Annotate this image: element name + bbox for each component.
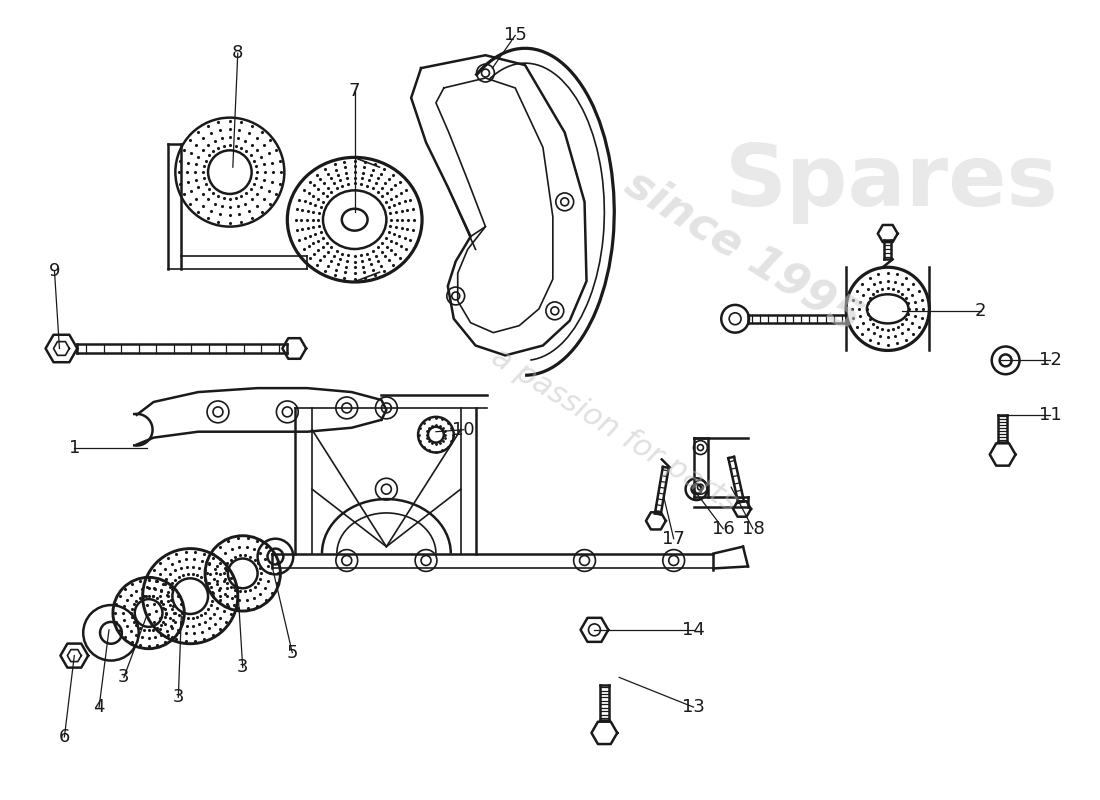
Text: 13: 13 [682, 698, 705, 716]
Text: 15: 15 [504, 26, 527, 45]
Text: 14: 14 [682, 621, 705, 639]
Text: Spares: Spares [725, 141, 1058, 223]
Text: 10: 10 [452, 421, 475, 438]
Text: 3: 3 [236, 658, 249, 677]
Text: 9: 9 [48, 262, 60, 280]
Text: 6: 6 [58, 728, 70, 746]
Text: 7: 7 [349, 82, 361, 100]
Text: 5: 5 [286, 644, 298, 662]
Text: since 1995: since 1995 [617, 162, 869, 341]
Text: 18: 18 [741, 520, 764, 538]
Text: 4: 4 [94, 698, 104, 716]
Text: 11: 11 [1038, 406, 1061, 424]
Text: a passion for parts: a passion for parts [486, 342, 742, 518]
Text: 17: 17 [662, 530, 685, 548]
Text: 8: 8 [232, 44, 243, 62]
Text: 16: 16 [712, 520, 735, 538]
Text: 3: 3 [118, 669, 130, 686]
Text: 1: 1 [68, 438, 80, 457]
Text: 3: 3 [173, 688, 184, 706]
Text: 12: 12 [1038, 351, 1061, 370]
Text: 2: 2 [975, 302, 987, 320]
